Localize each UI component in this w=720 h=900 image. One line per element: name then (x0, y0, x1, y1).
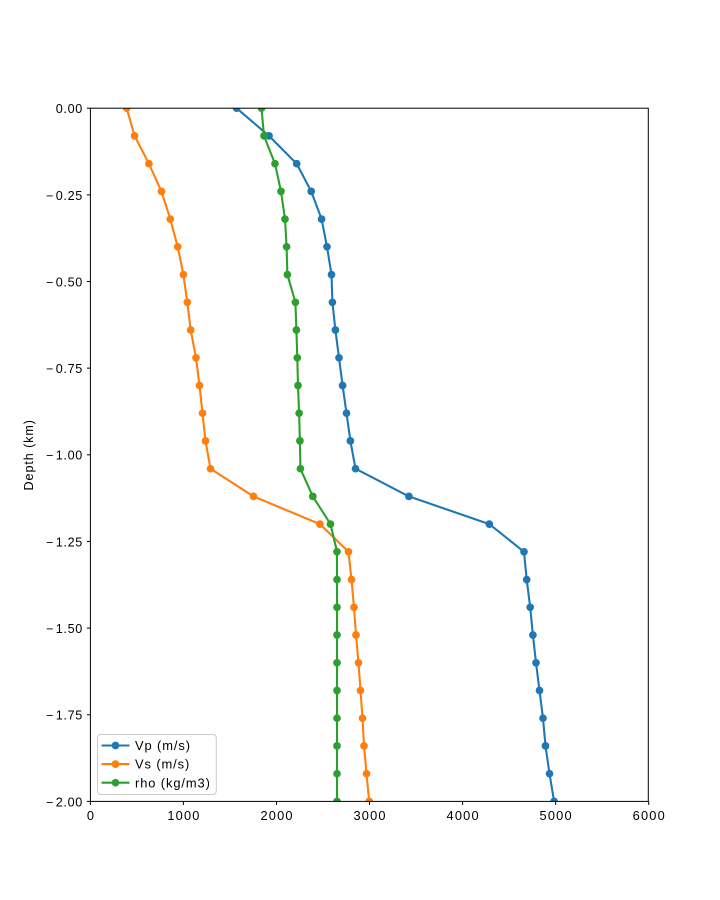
svg-text:−1.00: −1.00 (46, 449, 83, 463)
svg-text:−0.75: −0.75 (46, 362, 83, 376)
svg-text:Vs (m/s): Vs (m/s) (135, 757, 190, 772)
svg-text:−1.25: −1.25 (46, 535, 83, 549)
svg-text:0.00: 0.00 (56, 102, 83, 116)
svg-text:4000: 4000 (447, 808, 480, 823)
svg-text:−0.25: −0.25 (46, 189, 83, 203)
svg-text:0: 0 (87, 808, 95, 823)
svg-text:−0.50: −0.50 (46, 275, 83, 289)
svg-text:rho (kg/m3): rho (kg/m3) (135, 775, 211, 790)
svg-text:Vp (m/s): Vp (m/s) (135, 738, 191, 753)
svg-text:−1.50: −1.50 (46, 622, 83, 636)
svg-text:1000: 1000 (167, 808, 200, 823)
svg-text:Depth (km): Depth (km) (22, 419, 36, 490)
svg-text:−1.75: −1.75 (46, 709, 83, 723)
svg-text:3000: 3000 (353, 808, 386, 823)
svg-text:2000: 2000 (260, 808, 293, 823)
svg-text:−2.00: −2.00 (46, 795, 83, 809)
svg-text:6000: 6000 (633, 808, 666, 823)
svg-text:5000: 5000 (540, 808, 573, 823)
